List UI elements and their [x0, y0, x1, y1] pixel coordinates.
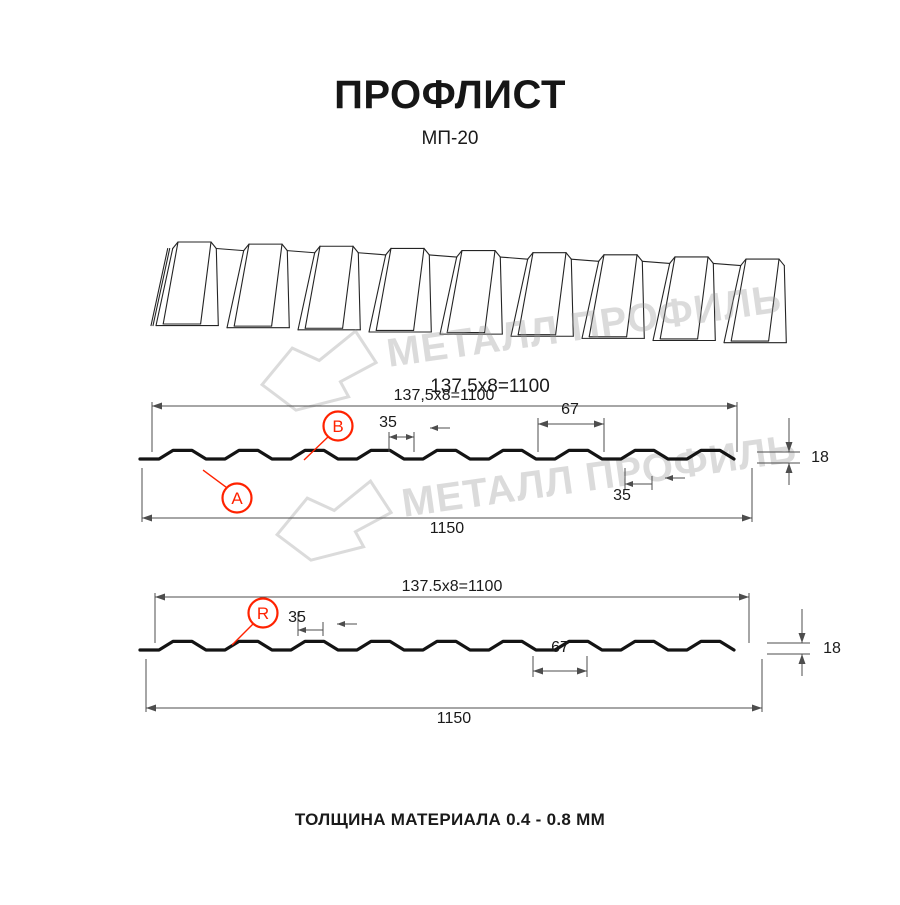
- svg-text:35: 35: [288, 609, 306, 626]
- svg-text:ТОЛЩИНА МАТЕРИАЛА 0.4 - 0.8 ММ: ТОЛЩИНА МАТЕРИАЛА 0.4 - 0.8 ММ: [295, 810, 605, 829]
- svg-text:ПРОФЛИСТ: ПРОФЛИСТ: [334, 73, 566, 117]
- svg-text:1150: 1150: [430, 520, 465, 537]
- svg-text:137,5x8=1100: 137,5x8=1100: [394, 387, 495, 404]
- svg-text:18: 18: [811, 449, 829, 466]
- svg-text:67: 67: [561, 401, 579, 418]
- svg-text:18: 18: [823, 640, 841, 657]
- svg-text:67: 67: [551, 639, 569, 656]
- svg-text:35: 35: [379, 414, 397, 431]
- svg-text:B: B: [332, 417, 343, 436]
- svg-text:137.5x8=1100: 137.5x8=1100: [402, 578, 503, 595]
- svg-text:1150: 1150: [437, 710, 472, 727]
- svg-text:A: A: [231, 489, 243, 508]
- svg-text:35: 35: [613, 487, 631, 504]
- svg-text:МП-20: МП-20: [422, 128, 479, 149]
- svg-text:R: R: [257, 604, 269, 623]
